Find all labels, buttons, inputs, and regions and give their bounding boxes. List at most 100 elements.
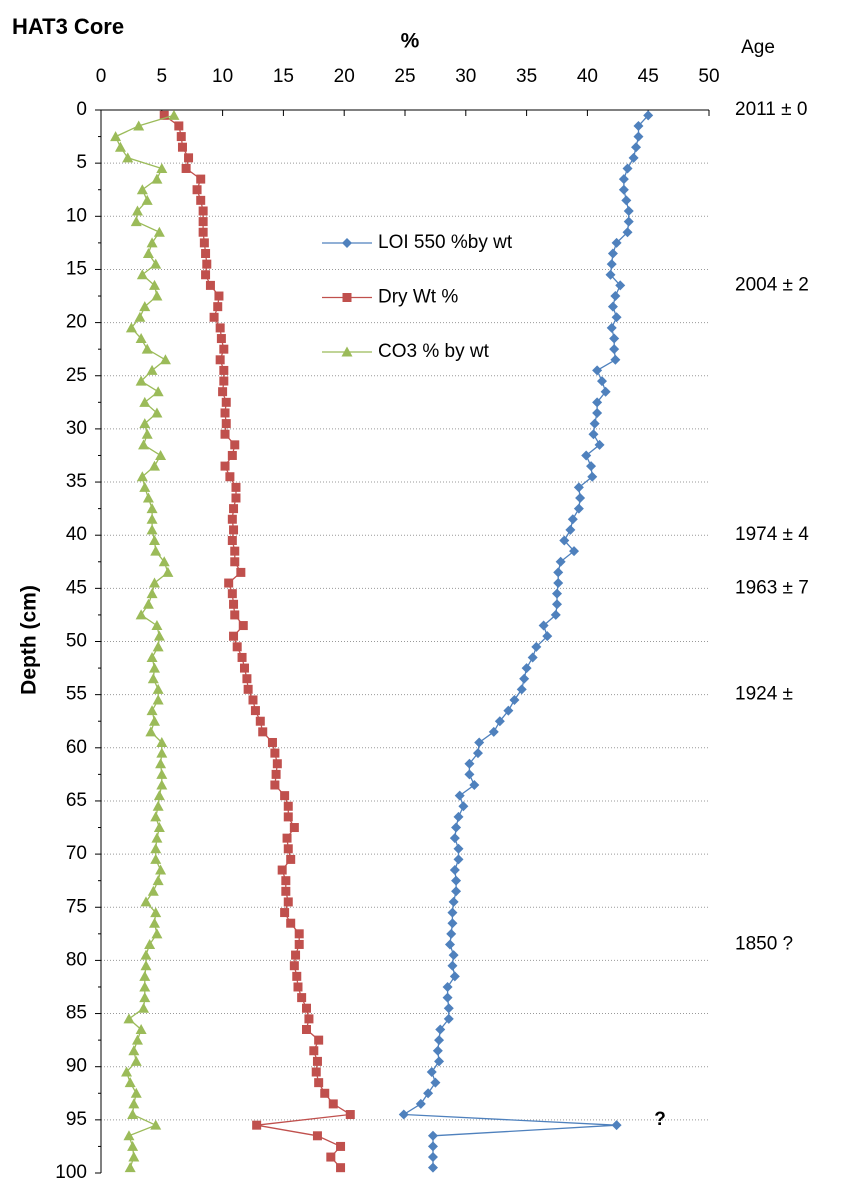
marker: [293, 982, 303, 992]
marker: [147, 885, 159, 896]
marker: [139, 981, 151, 992]
marker: [297, 993, 307, 1003]
marker: [168, 109, 180, 120]
marker: [304, 1014, 314, 1024]
marker: [503, 705, 514, 716]
marker: [162, 566, 174, 577]
y-tick-label: 5: [76, 152, 87, 173]
marker: [575, 492, 586, 503]
marker: [238, 621, 248, 631]
marker: [131, 1034, 143, 1045]
marker: [448, 950, 459, 961]
marker: [152, 694, 164, 705]
marker: [531, 641, 542, 652]
y-tick-label: 10: [66, 205, 87, 226]
marker: [447, 960, 458, 971]
marker: [136, 471, 148, 482]
y-tick-label: 55: [66, 684, 87, 705]
marker: [622, 163, 633, 174]
marker: [110, 131, 122, 142]
marker: [610, 291, 621, 302]
marker: [227, 514, 237, 524]
marker: [464, 758, 475, 769]
marker: [218, 387, 228, 397]
marker: [342, 293, 352, 302]
legend-label: LOI 550 %by wt: [378, 232, 513, 253]
marker: [231, 493, 241, 503]
marker: [448, 896, 459, 907]
marker: [458, 801, 469, 812]
marker: [151, 620, 163, 631]
marker: [220, 429, 230, 439]
marker: [229, 504, 239, 514]
marker: [155, 758, 167, 769]
marker: [415, 1098, 426, 1109]
marker: [201, 270, 211, 280]
marker: [573, 503, 584, 514]
marker: [176, 132, 186, 142]
marker: [139, 970, 151, 981]
marker: [509, 694, 520, 705]
marker: [225, 472, 235, 482]
marker: [142, 248, 154, 259]
marker: [521, 663, 532, 674]
marker: [320, 1088, 330, 1098]
series-line: [163, 114, 353, 1169]
marker: [150, 843, 162, 854]
marker: [623, 216, 634, 227]
marker: [141, 194, 153, 205]
marker: [281, 886, 291, 896]
age-label: 1974 ± 4: [735, 524, 809, 545]
marker: [139, 301, 151, 312]
age-header: Age: [741, 37, 775, 58]
marker: [569, 546, 580, 557]
marker: [219, 344, 229, 354]
marker: [229, 525, 239, 535]
marker: [146, 513, 158, 524]
marker: [258, 727, 268, 737]
marker: [610, 354, 621, 365]
marker: [312, 1056, 322, 1066]
marker: [618, 174, 629, 185]
marker: [447, 918, 458, 929]
marker: [446, 928, 457, 939]
y-tick-label: 80: [66, 949, 87, 970]
marker: [181, 163, 191, 173]
marker: [152, 800, 164, 811]
marker: [122, 152, 134, 163]
chart-title: HAT3 Core: [12, 14, 124, 39]
marker: [153, 822, 165, 833]
marker: [215, 355, 225, 365]
marker: [336, 1163, 346, 1173]
marker: [151, 407, 163, 418]
marker: [596, 376, 607, 387]
marker: [146, 705, 158, 716]
marker: [146, 364, 158, 375]
age-label: 2004 ± 2: [735, 274, 809, 295]
marker: [427, 1141, 438, 1152]
marker: [277, 865, 287, 875]
marker: [141, 428, 153, 439]
marker: [442, 981, 453, 992]
marker: [607, 301, 618, 312]
x-tick-label: 20: [334, 66, 355, 87]
marker: [311, 1067, 321, 1077]
marker: [252, 1120, 262, 1130]
y-axis-label: Depth (cm): [18, 585, 41, 695]
marker: [150, 258, 162, 269]
marker: [230, 440, 240, 450]
series: [110, 109, 180, 1173]
marker: [611, 1120, 622, 1131]
marker: [237, 652, 247, 662]
marker: [136, 184, 148, 195]
marker: [114, 141, 126, 152]
marker: [565, 524, 576, 535]
marker: [519, 673, 530, 684]
marker: [153, 630, 165, 641]
marker: [192, 185, 202, 195]
marker: [239, 663, 249, 673]
marker: [140, 960, 152, 971]
age-label: 2011 ± 0: [735, 99, 807, 120]
marker: [270, 780, 280, 790]
